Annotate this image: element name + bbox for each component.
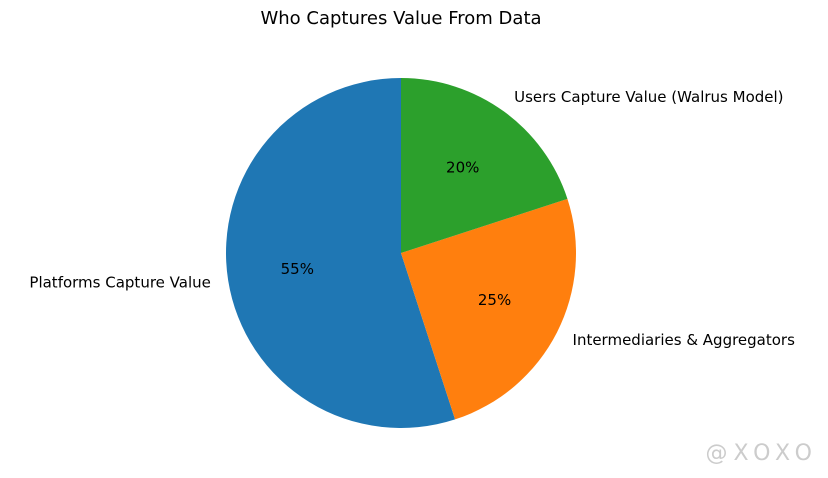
slice-label: Platforms Capture Value (29, 274, 210, 292)
value-label: 20% (446, 159, 479, 177)
value-label: 25% (478, 291, 511, 309)
slice-label: Users Capture Value (Walrus Model) (514, 88, 783, 106)
chart-title: Who Captures Value From Data (260, 8, 541, 29)
pie-slice (401, 78, 568, 253)
watermark: @XOXO (705, 441, 818, 466)
value-label: 55% (281, 260, 314, 278)
slice-label: Intermediaries & Aggregators (573, 331, 796, 349)
pie-slice (401, 198, 576, 420)
pie-slice (226, 78, 456, 428)
